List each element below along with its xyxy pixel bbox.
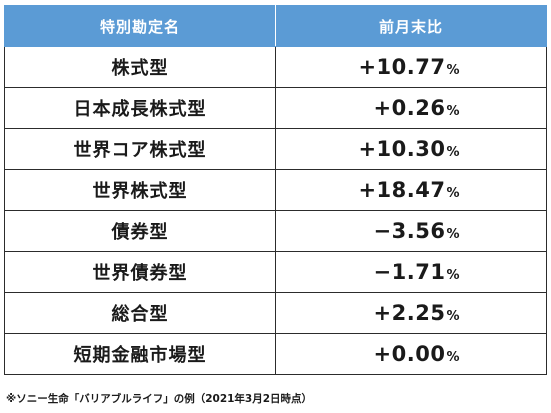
change-value: +0.26 — [373, 96, 446, 120]
table-header: 特別勘定名 前月末比 — [4, 5, 547, 47]
column-header-monthly-change: 前月末比 — [275, 5, 547, 47]
table-row: 短期金融市場型 +0.00% — [4, 333, 547, 375]
table-row: 債券型 −3.56% — [4, 210, 547, 252]
change-value: +0.00 — [373, 342, 446, 366]
change-value: +2.25 — [373, 301, 446, 325]
percent-unit: % — [446, 104, 460, 119]
change-value: −1.71 — [373, 260, 446, 284]
account-name-cell: 株式型 — [4, 46, 276, 88]
account-name-cell: 世界株式型 — [4, 169, 276, 211]
account-name-cell: 債券型 — [4, 210, 276, 252]
change-value-cell: −3.56% — [275, 210, 547, 252]
percent-unit: % — [446, 63, 460, 78]
account-name-cell: 世界コア株式型 — [4, 128, 276, 170]
account-name-cell: 日本成長株式型 — [4, 87, 276, 129]
table-row: 株式型 +10.77% — [4, 46, 547, 88]
account-name-cell: 短期金融市場型 — [4, 333, 276, 375]
table-row: 世界株式型 +18.47% — [4, 169, 547, 211]
column-header-account-name: 特別勘定名 — [4, 5, 276, 47]
account-name-cell: 世界債券型 — [4, 251, 276, 293]
change-value-cell: +10.30% — [275, 128, 547, 170]
table-row: 日本成長株式型 +0.26% — [4, 87, 547, 129]
change-value-cell: +18.47% — [275, 169, 547, 211]
change-value-cell: −1.71% — [275, 251, 547, 293]
table-body: 株式型 +10.77% 日本成長株式型 +0.26% 世界コア株式型 +10.3… — [4, 46, 547, 375]
change-value: +18.47 — [358, 178, 446, 202]
percent-unit: % — [446, 309, 460, 324]
table-row: 世界コア株式型 +10.30% — [4, 128, 547, 170]
percent-unit: % — [446, 350, 460, 365]
percent-unit: % — [446, 186, 460, 201]
change-value-cell: +0.00% — [275, 333, 547, 375]
footnote: ※ソニー生命「バリアブルライフ」の例（2021年3月2日時点） — [6, 393, 313, 405]
change-value: +10.30 — [358, 137, 446, 161]
percent-unit: % — [446, 268, 460, 283]
account-name-cell: 総合型 — [4, 292, 276, 334]
performance-table: 特別勘定名 前月末比 株式型 +10.77% 日本成長株式型 +0.26% 世界… — [4, 5, 547, 375]
change-value: +10.77 — [358, 55, 446, 79]
change-value-cell: +0.26% — [275, 87, 547, 129]
percent-unit: % — [446, 145, 460, 160]
header-row: 特別勘定名 前月末比 — [4, 5, 547, 47]
table-row: 総合型 +2.25% — [4, 292, 547, 334]
percent-unit: % — [446, 227, 460, 242]
change-value: −3.56 — [373, 219, 446, 243]
change-value-cell: +2.25% — [275, 292, 547, 334]
table-row: 世界債券型 −1.71% — [4, 251, 547, 293]
change-value-cell: +10.77% — [275, 46, 547, 88]
